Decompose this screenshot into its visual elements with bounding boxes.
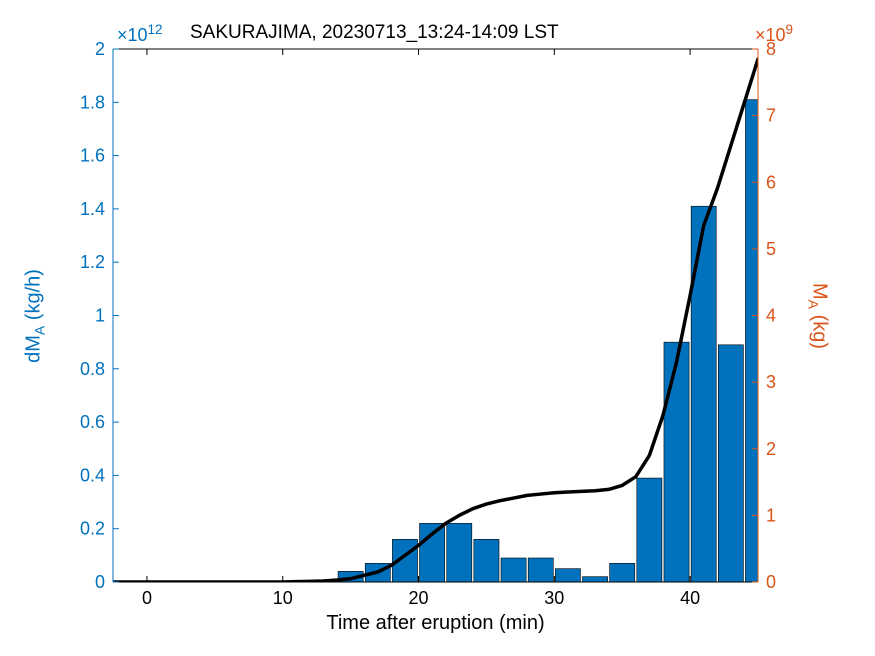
svg-text:3: 3: [766, 372, 776, 392]
svg-text:1.6: 1.6: [80, 146, 105, 166]
svg-text:0.8: 0.8: [80, 359, 105, 379]
svg-text:2: 2: [766, 439, 776, 459]
svg-text:1.4: 1.4: [80, 199, 105, 219]
svg-text:5: 5: [766, 239, 776, 259]
svg-text:8: 8: [766, 39, 776, 59]
svg-text:10: 10: [273, 588, 293, 608]
svg-text:40: 40: [680, 588, 700, 608]
svg-text:30: 30: [544, 588, 564, 608]
svg-text:20: 20: [409, 588, 429, 608]
svg-text:1.2: 1.2: [80, 252, 105, 272]
svg-text:0: 0: [766, 572, 776, 592]
svg-text:1: 1: [95, 306, 105, 326]
svg-text:4: 4: [766, 306, 776, 326]
svg-text:0.4: 0.4: [80, 465, 105, 485]
svg-text:1.8: 1.8: [80, 92, 105, 112]
chart-container: SAKURAJIMA, 20230713_13:24-14:09 LST ×10…: [0, 0, 875, 656]
svg-text:0.6: 0.6: [80, 412, 105, 432]
svg-text:0: 0: [142, 588, 152, 608]
svg-text:0: 0: [95, 572, 105, 592]
svg-text:6: 6: [766, 172, 776, 192]
svg-text:0.2: 0.2: [80, 519, 105, 539]
svg-text:1: 1: [766, 505, 776, 525]
svg-text:7: 7: [766, 106, 776, 126]
chart-svg: 01020304000.20.40.60.811.21.41.61.820123…: [0, 0, 875, 656]
svg-text:2: 2: [95, 39, 105, 59]
